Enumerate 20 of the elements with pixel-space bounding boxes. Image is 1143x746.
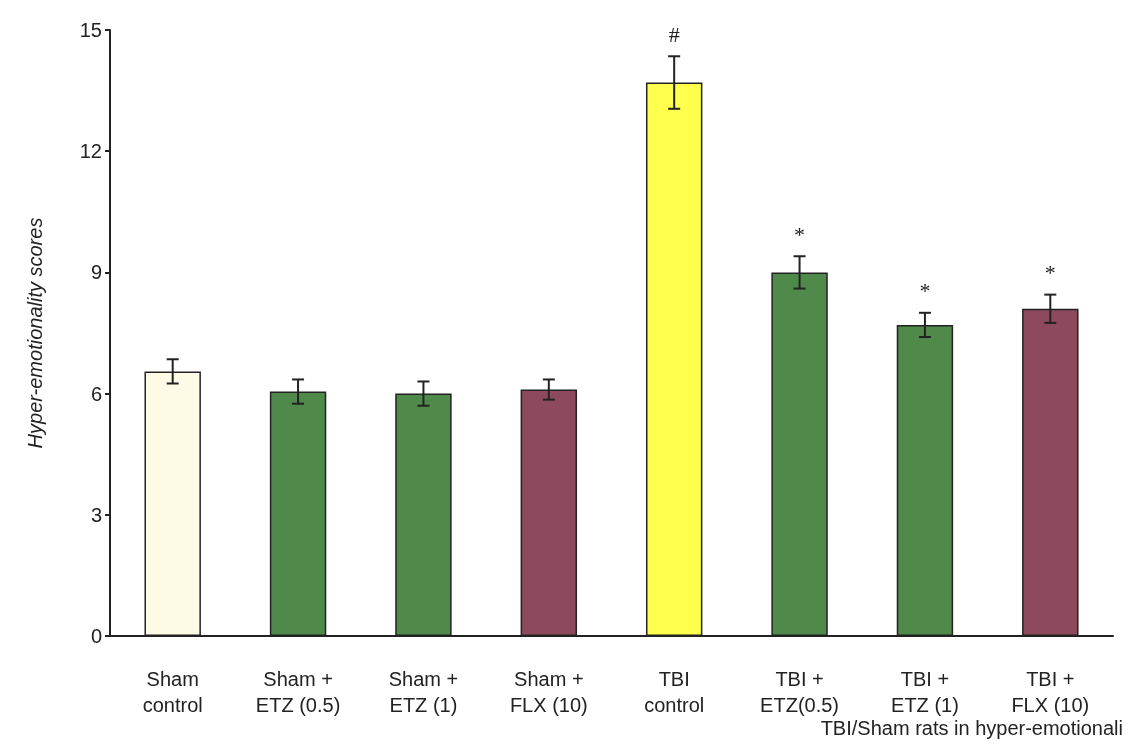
x-tick-label: Sham control	[142, 668, 203, 716]
annotation: #	[668, 21, 680, 47]
y-tick-label: 0	[90, 625, 102, 647]
y-axis-title: Hyper-emotionality scores	[24, 217, 46, 449]
x-tick-label: TBI + FLX (10)	[1011, 668, 1090, 716]
y-tick-label: 15	[79, 19, 102, 41]
x-tick-label: TBI + ETZ(0.5)	[760, 668, 840, 716]
text: TBI/Sham rats in hyper-emotionali	[820, 717, 1123, 739]
y-tick-label: 9	[90, 261, 102, 284]
x-tick-label: TBI control	[644, 668, 705, 716]
x-tick-label: Sham + FLX (10)	[509, 668, 588, 716]
y-tick-label: 3	[90, 503, 102, 526]
x-tick-label: Sham + ETZ (0.5)	[255, 668, 341, 716]
annotation: *	[919, 278, 931, 304]
y-tick-label: 12	[79, 140, 102, 163]
y-tick-label: 6	[90, 382, 102, 405]
x-tick-label: Sham + ETZ (1)	[388, 668, 459, 716]
annotation: *	[794, 221, 806, 247]
x-tick-label: TBI + ETZ (1)	[891, 668, 959, 716]
annotation: *	[1044, 260, 1056, 286]
